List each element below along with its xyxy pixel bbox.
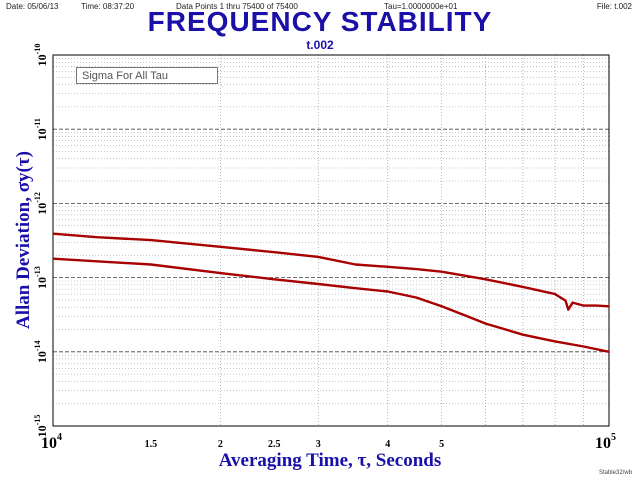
x-tick-label: 2 — [218, 439, 223, 450]
series-line-2 — [52, 257, 610, 353]
x-tick-label: 4 — [385, 439, 390, 450]
x-axis-label: Averaging Time, τ, Seconds — [218, 450, 442, 471]
series-layer — [52, 232, 610, 353]
x-tick-label: 104 — [41, 432, 62, 452]
y-tick-label: 10-14 — [33, 340, 49, 363]
plot-frame — [52, 54, 610, 427]
header-time: Time: 08:37:20 — [81, 2, 135, 11]
x-tick-labels: 104 1.5 2 2.5 3 4 5 105 — [41, 432, 616, 452]
x-tick-label: 1.5 — [145, 439, 158, 450]
chart-subtitle: t.002 — [306, 38, 334, 52]
x-tick-label: 3 — [316, 439, 321, 450]
footer-credit: Stable32/wb — [598, 470, 632, 476]
grid-lines — [53, 55, 609, 426]
y-axis-label: Allan Deviation, σy(τ) — [13, 151, 35, 329]
x-tick-label: 2.5 — [268, 439, 281, 450]
y-tick-label: 10-10 — [33, 44, 49, 67]
chart-title: FREQUENCY STABILITY — [147, 6, 493, 37]
y-tick-labels: 10-15 10-14 10-13 10-12 10-11 10-10 — [33, 44, 49, 438]
y-tick-label: 10-15 — [33, 415, 49, 438]
y-tick-label: 10-12 — [33, 192, 49, 215]
header-file: File: t.002 — [596, 2, 632, 11]
y-tick-label: 10-11 — [33, 118, 49, 140]
header-tau: Tau=1.0000000e+01 — [384, 2, 458, 11]
series-line-1 — [52, 232, 610, 311]
header-date: Date: 05/06/13 — [6, 2, 59, 11]
header-data-points: Data Points 1 thru 75400 of 75400 — [176, 2, 298, 11]
x-tick-label: 105 — [595, 432, 616, 452]
x-tick-label: 5 — [439, 439, 444, 450]
legend: Sigma For All Tau — [76, 67, 218, 84]
y-axis-label-text: Allan Deviation, σy(τ) — [13, 151, 34, 329]
y-tick-label: 10-13 — [33, 266, 49, 289]
